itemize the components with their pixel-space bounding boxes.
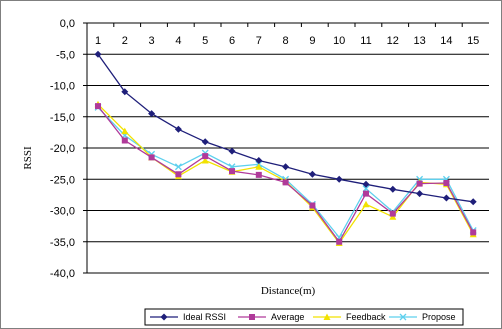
y-tick-labels: 0,0 -5,0 -10,0 -15,0 -20,0 -25,0 -30,0 -35,0 -40… <box>50 18 75 280</box>
x-tick-label-13: 14 <box>440 35 452 47</box>
series-0-point-0 <box>94 50 102 58</box>
series-0-point-3 <box>174 125 182 133</box>
x-tick-label-1: 2 <box>122 35 128 47</box>
series-0-point-4 <box>201 138 209 146</box>
legend-marker-0 <box>160 313 168 321</box>
legend-label-3: Propose <box>422 312 456 322</box>
series-1-point-9 <box>336 238 343 245</box>
series-1-point-11 <box>389 210 396 217</box>
series-2-point-4 <box>201 157 209 164</box>
x-tick-label-14: 15 <box>467 35 479 47</box>
y-tick-label-6: -30,0 <box>50 206 75 218</box>
legend-item-1: Average <box>238 312 304 322</box>
series-0-point-1 <box>121 88 129 96</box>
series-0-point-10 <box>362 180 370 188</box>
series-1-point-6 <box>255 171 262 178</box>
series-0-point-11 <box>389 185 397 193</box>
y-tick-label-5: -25,0 <box>50 174 75 186</box>
y-tick-label-0: 0,0 <box>60 18 75 30</box>
legend-label-0: Ideal RSSI <box>183 312 226 322</box>
series-0-point-9 <box>335 175 343 183</box>
series-0-point-5 <box>228 147 236 155</box>
series-1-point-13 <box>443 180 450 186</box>
series-0 <box>94 50 477 206</box>
gridlines <box>87 53 489 274</box>
series-1-point-1 <box>121 137 128 144</box>
legend-label-2: Feedback <box>346 312 386 322</box>
x-tick-label-0: 1 <box>95 35 101 47</box>
legend-item-0: Ideal RSSI <box>150 312 226 322</box>
legend-label-1: Average <box>271 312 304 322</box>
x-tick-label-12: 13 <box>413 35 425 47</box>
series-1 <box>95 103 477 245</box>
series-0-point-8 <box>308 170 316 178</box>
series-0-point-6 <box>255 157 263 164</box>
y-tick-label-2: -10,0 <box>50 81 75 93</box>
series-0-point-13 <box>442 194 450 202</box>
series-2-point-1 <box>121 127 129 135</box>
series-1-point-3 <box>175 171 182 178</box>
legend-box <box>144 308 464 326</box>
series-1-point-8 <box>309 202 316 209</box>
x-tick-label-5: 6 <box>229 35 235 47</box>
series-1-point-7 <box>282 179 289 186</box>
legend-item-2: Feedback <box>313 312 386 322</box>
series-3-point-3 <box>174 163 182 171</box>
series-1-point-14 <box>470 229 477 236</box>
x-tick-label-9: 10 <box>333 35 345 47</box>
series-0-point-7 <box>282 163 290 171</box>
y-tick-label-1: -5,0 <box>56 49 75 61</box>
series-1-point-2 <box>148 154 155 161</box>
x-tick-label-8: 9 <box>309 35 315 47</box>
series-0-point-14 <box>469 198 477 206</box>
legend-item-3: Propose <box>389 312 456 322</box>
y-axis-label: RSSI <box>22 146 34 170</box>
x-tick-label-6: 7 <box>256 35 262 47</box>
x-tick-label-2: 3 <box>149 35 155 47</box>
legend: Ideal RSSI Average Feedback Propose <box>144 308 464 326</box>
y-tick-label-8: -40,0 <box>50 268 75 280</box>
y-tick-label-3: -15,0 <box>50 112 75 124</box>
x-tick-label-4: 5 <box>202 35 208 47</box>
series-2-point-6 <box>255 163 263 170</box>
x-axis-label: Distance(m) <box>261 285 316 297</box>
series-1-point-10 <box>363 190 369 197</box>
series-0-point-12 <box>416 190 424 198</box>
y-tick-label-7: -35,0 <box>50 237 75 249</box>
series-0-point-2 <box>148 110 156 118</box>
x-tick-label-7: 8 <box>283 35 289 47</box>
x-tick-label-11: 12 <box>387 35 399 47</box>
legend-marker-2 <box>323 313 331 320</box>
axes <box>83 22 489 274</box>
x-tick-label-3: 4 <box>175 35 181 47</box>
series-2-point-10 <box>362 200 370 208</box>
x-tick-labels: 1 2 3 4 5 6 7 8 9 10 11 12 13 14 15 <box>95 35 479 47</box>
series-1-point-4 <box>202 153 209 160</box>
series-1-point-5 <box>229 168 235 175</box>
series-1-point-0 <box>95 103 101 110</box>
legend-marker-3 <box>399 313 407 321</box>
series-1-point-12 <box>416 180 423 187</box>
y-tick-label-4: -20,0 <box>50 143 75 155</box>
series-group <box>94 50 477 246</box>
legend-marker-1 <box>249 314 255 320</box>
x-tick-label-10: 11 <box>360 35 371 47</box>
